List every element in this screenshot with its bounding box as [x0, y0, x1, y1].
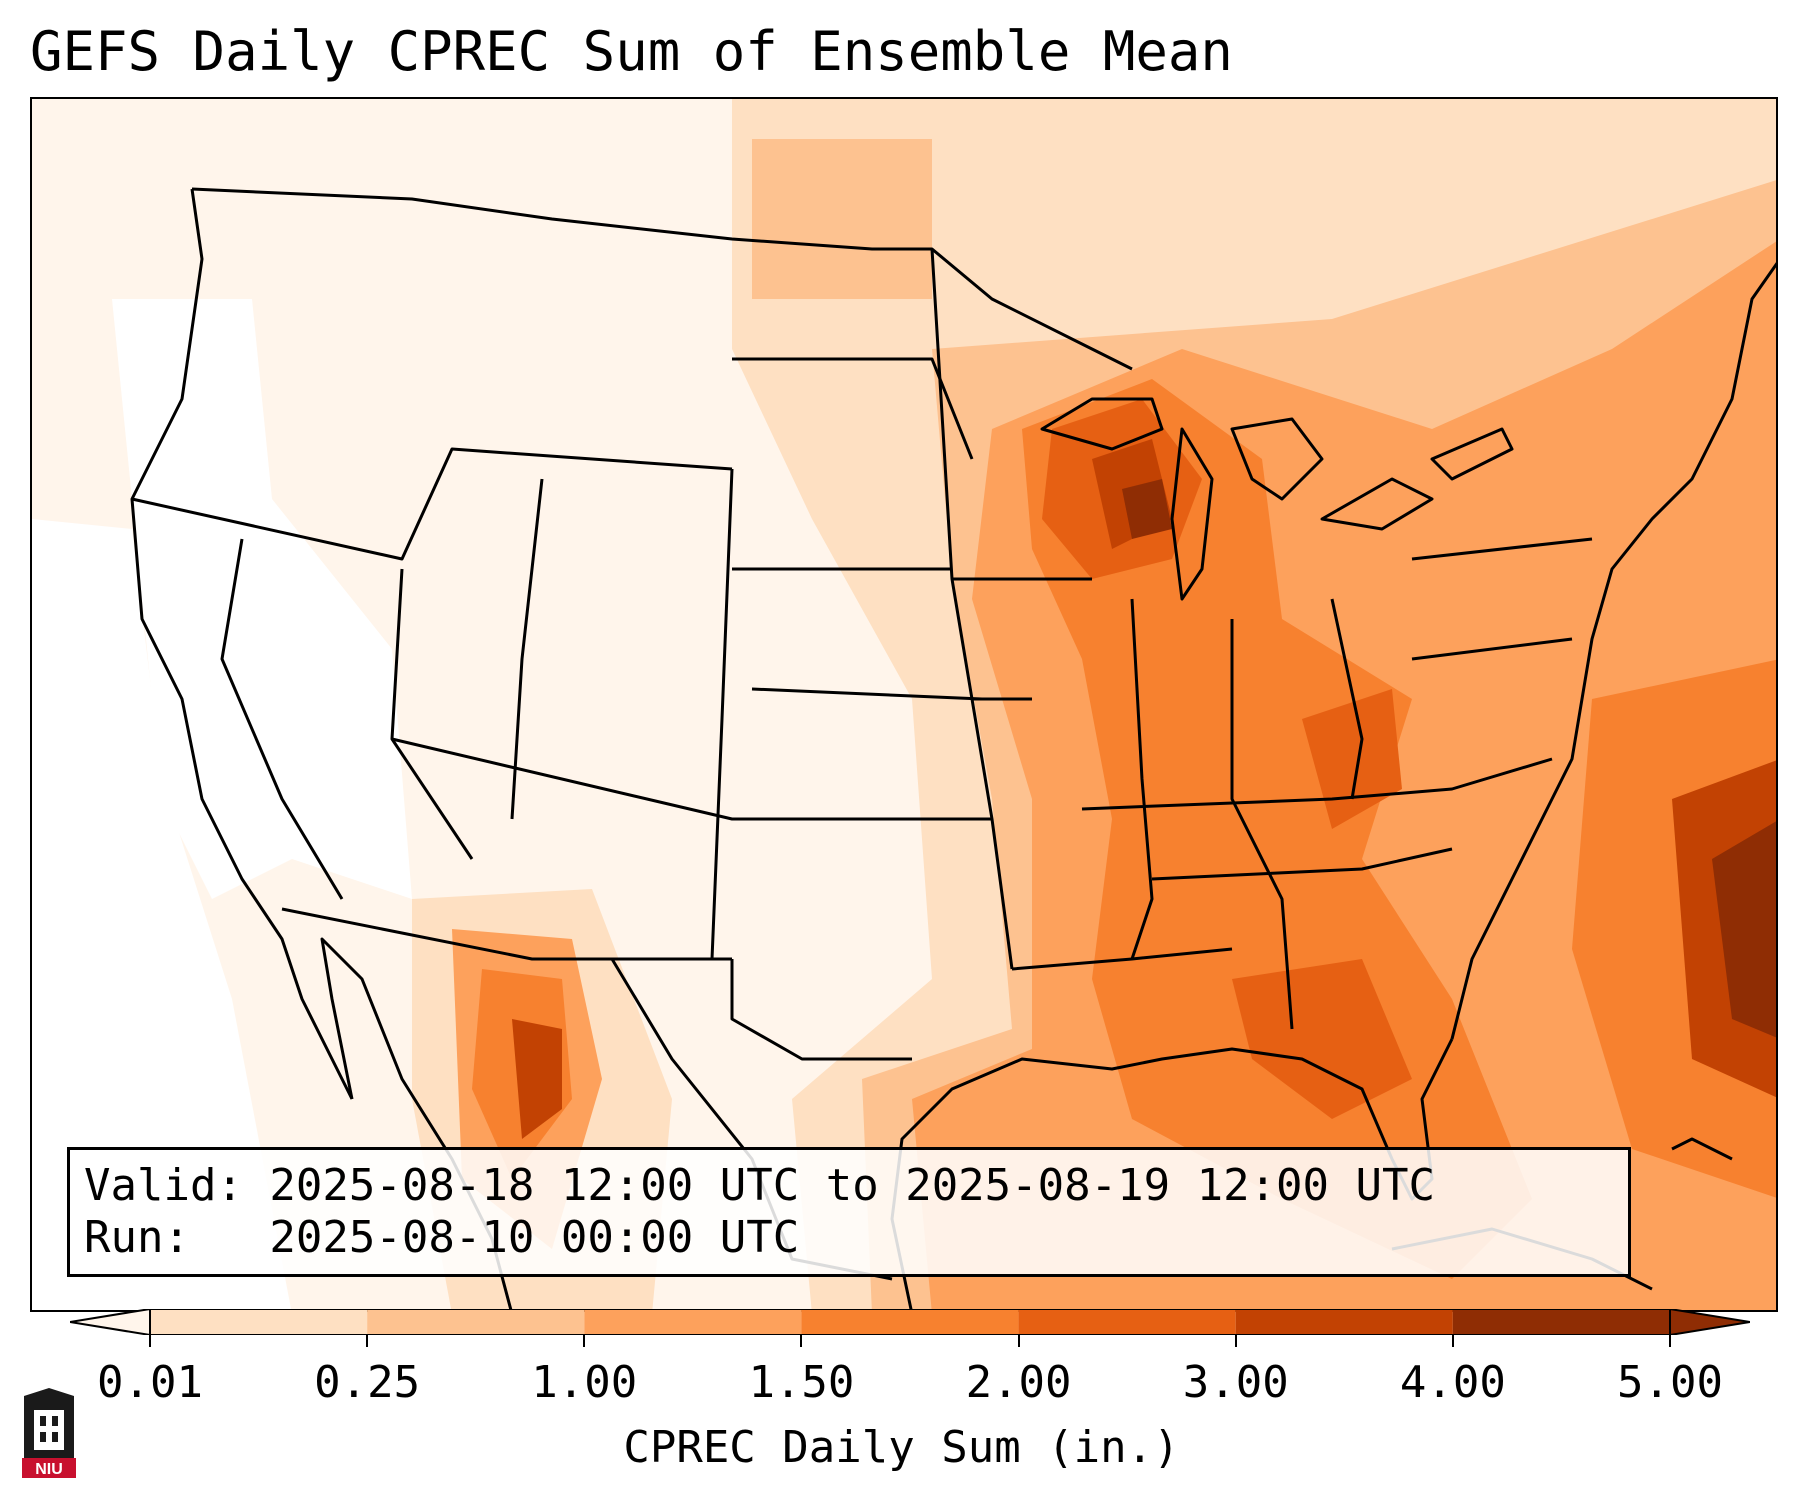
colorbar-tick-label: 3.00: [1182, 1357, 1289, 1408]
colorbar-segment: [150, 1309, 368, 1335]
map-svg: [32, 99, 1776, 1310]
colorbar-tick-mark: [1669, 1335, 1671, 1347]
colorbar-tick-label: 0.25: [314, 1357, 421, 1408]
colorbar-label: CPREC Daily Sum (in.): [623, 1422, 1180, 1473]
colorbar-tick-label: 4.00: [1399, 1357, 1506, 1408]
colorbar-tick-mark: [149, 1335, 151, 1347]
colorbar-frame: [149, 1309, 1671, 1335]
valid-time-text: Valid: 2025-08-18 12:00 UTC to 2025-08-1…: [84, 1160, 1436, 1211]
colorbar-segment: [1018, 1309, 1236, 1335]
colorbar-tick-mark: [1017, 1335, 1020, 1347]
colorbar-tick-mark: [1234, 1335, 1237, 1347]
logo-banner: [22, 1458, 76, 1478]
colorbar-tick-mark: [1451, 1335, 1454, 1347]
colorbar-tick-label: 0.01: [97, 1357, 203, 1408]
colorbar-max-extend: [1669, 1309, 1750, 1335]
colorbar-segment: [584, 1309, 802, 1335]
colorbar-tick-mark: [366, 1335, 369, 1347]
map-title: GEFS Daily CPREC Sum of Ensemble Mean: [30, 20, 1233, 83]
logo-building: [34, 1410, 64, 1450]
colorbar-tick-label: 1.00: [531, 1357, 638, 1408]
colorbar-segment: [1452, 1309, 1670, 1335]
colorbar-segment: [1235, 1309, 1453, 1335]
colorbar-tick-label: 2.00: [965, 1357, 1072, 1408]
run-info-box: Valid: 2025-08-18 12:00 UTC to 2025-08-1…: [67, 1147, 1631, 1277]
colorbar: [70, 1309, 1750, 1335]
logo-text: NIU: [35, 1461, 63, 1478]
precipitation-map: [30, 97, 1778, 1312]
colorbar-segment: [367, 1309, 585, 1335]
run-time-text: Run: 2025-08-10 00:00 UTC: [84, 1212, 800, 1263]
niu-logo: NIU: [22, 1388, 76, 1478]
colorbar-tick-label: 1.50: [748, 1357, 855, 1408]
colorbar-tick-mark: [800, 1335, 803, 1347]
colorbar-min-extend: [70, 1309, 151, 1335]
colorbar-segment: [801, 1309, 1019, 1335]
colorbar-tick-label: 5.00: [1617, 1357, 1723, 1408]
colorbar-tick-mark: [583, 1335, 586, 1347]
